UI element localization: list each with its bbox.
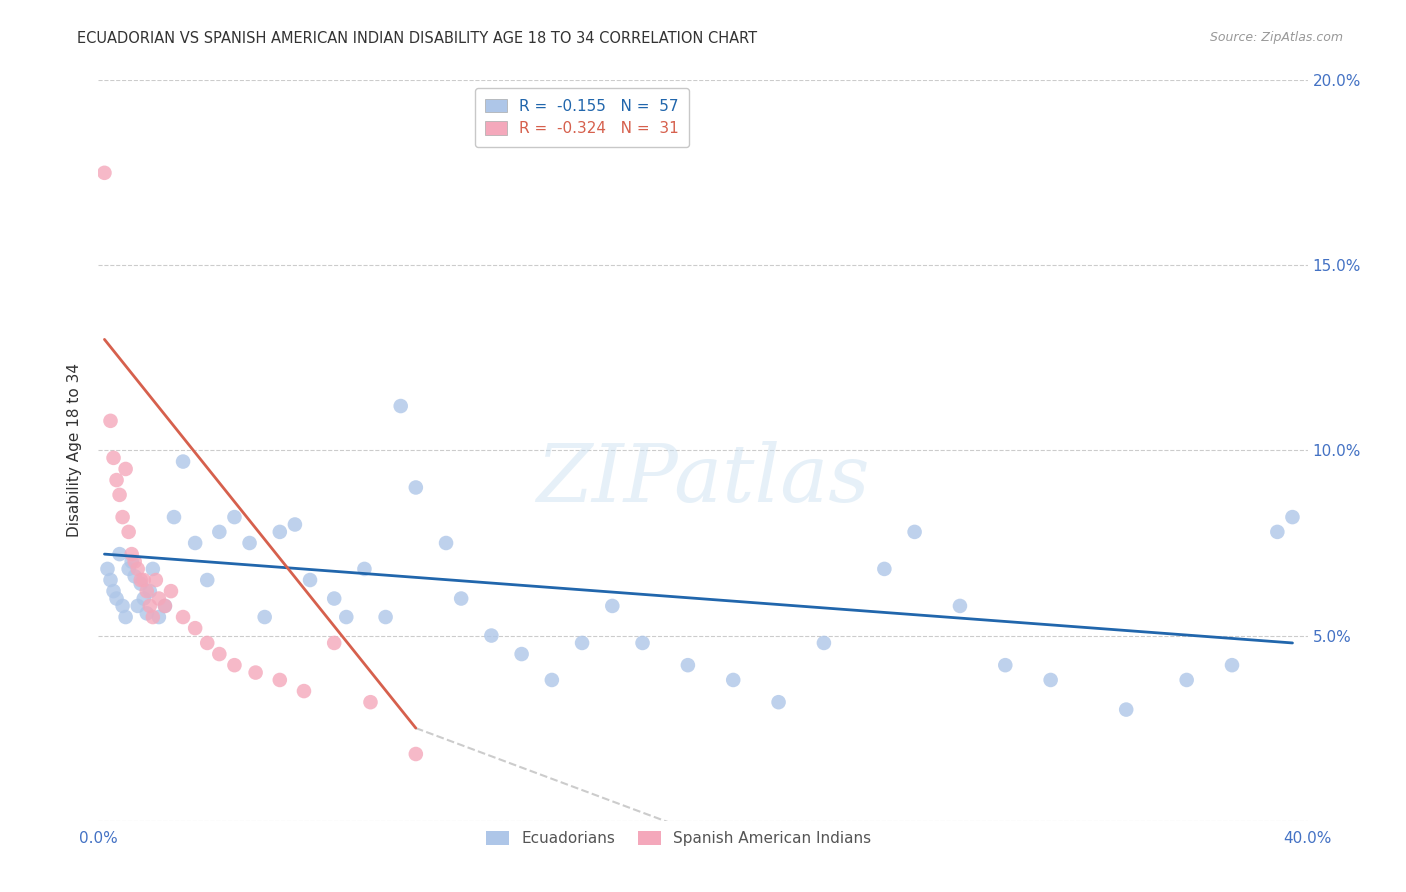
Point <box>105 591 128 606</box>
Point <box>111 599 134 613</box>
Point <box>360 695 382 709</box>
Point <box>292 684 315 698</box>
Point <box>299 573 322 587</box>
Point <box>676 658 699 673</box>
Point <box>1115 703 1137 717</box>
Point <box>114 462 136 476</box>
Point <box>1175 673 1198 687</box>
Point <box>132 573 155 587</box>
Point <box>723 673 745 687</box>
Point <box>96 562 118 576</box>
Point <box>118 562 141 576</box>
Point <box>184 536 207 550</box>
Point <box>239 536 262 550</box>
Point <box>127 562 149 576</box>
Point <box>323 636 346 650</box>
Point <box>253 610 276 624</box>
Point <box>135 607 157 621</box>
Point <box>121 547 143 561</box>
Point <box>208 524 231 539</box>
Point <box>103 450 125 465</box>
Point <box>873 562 896 576</box>
Point <box>405 747 427 761</box>
Point <box>540 673 562 687</box>
Point <box>124 554 146 569</box>
Point <box>994 658 1017 673</box>
Point <box>904 524 927 539</box>
Point <box>135 584 157 599</box>
Point <box>195 573 218 587</box>
Legend: Ecuadorians, Spanish American Indians: Ecuadorians, Spanish American Indians <box>478 823 879 854</box>
Point <box>768 695 790 709</box>
Point <box>353 562 375 576</box>
Point <box>93 166 115 180</box>
Y-axis label: Disability Age 18 to 34: Disability Age 18 to 34 <box>67 363 83 538</box>
Point <box>153 599 176 613</box>
Point <box>129 573 152 587</box>
Point <box>1039 673 1062 687</box>
Point <box>103 584 125 599</box>
Point <box>450 591 472 606</box>
Point <box>389 399 412 413</box>
Point <box>114 610 136 624</box>
Point <box>132 591 155 606</box>
Point <box>153 599 176 613</box>
Point <box>374 610 396 624</box>
Point <box>100 573 122 587</box>
Point <box>108 488 131 502</box>
Point <box>405 481 427 495</box>
Point <box>124 569 146 583</box>
Text: Source: ZipAtlas.com: Source: ZipAtlas.com <box>1209 31 1343 45</box>
Point <box>813 636 835 650</box>
Point <box>208 647 231 661</box>
Point <box>142 610 165 624</box>
Text: ECUADORIAN VS SPANISH AMERICAN INDIAN DISABILITY AGE 18 TO 34 CORRELATION CHART: ECUADORIAN VS SPANISH AMERICAN INDIAN DI… <box>77 31 758 46</box>
Point <box>224 510 246 524</box>
Point <box>105 473 128 487</box>
Point <box>184 621 207 635</box>
Point <box>434 536 457 550</box>
Point <box>1281 510 1303 524</box>
Point <box>160 584 183 599</box>
Point <box>111 510 134 524</box>
Text: ZIPatlas: ZIPatlas <box>536 442 870 519</box>
Point <box>121 554 143 569</box>
Point <box>269 673 291 687</box>
Point <box>323 591 346 606</box>
Point <box>571 636 593 650</box>
Point <box>148 610 170 624</box>
Point <box>1220 658 1243 673</box>
Point <box>195 636 218 650</box>
Point <box>602 599 624 613</box>
Point <box>284 517 307 532</box>
Point <box>108 547 131 561</box>
Point <box>129 576 152 591</box>
Point <box>269 524 291 539</box>
Point <box>118 524 141 539</box>
Point <box>142 562 165 576</box>
Point <box>163 510 186 524</box>
Point <box>245 665 267 680</box>
Point <box>949 599 972 613</box>
Point <box>224 658 246 673</box>
Point <box>172 454 194 468</box>
Point <box>335 610 357 624</box>
Point <box>100 414 122 428</box>
Point <box>145 573 167 587</box>
Point <box>510 647 533 661</box>
Point <box>127 599 149 613</box>
Point <box>1267 524 1289 539</box>
Point <box>481 628 503 642</box>
Point <box>139 599 162 613</box>
Point <box>631 636 654 650</box>
Point <box>148 591 170 606</box>
Point <box>172 610 194 624</box>
Point <box>139 584 162 599</box>
